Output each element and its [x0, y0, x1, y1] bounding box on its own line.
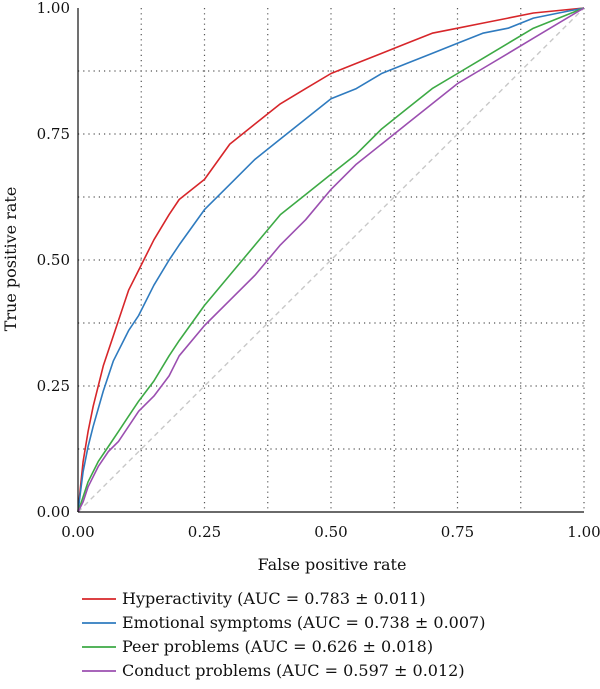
x-tick-label: 0.00: [61, 523, 94, 541]
x-tick-labels: 0.00 0.25 0.50 0.75 1.00: [61, 523, 600, 541]
y-tick-label: 1.00: [37, 0, 70, 17]
y-tick-label: 0.50: [37, 251, 70, 269]
chance-reference-line: [77, 7, 585, 513]
x-tick-label: 0.75: [441, 523, 474, 541]
legend-label: Emotional symptoms (AUC = 0.738 ± 0.007): [122, 613, 485, 632]
roc-curve-1: [77, 7, 585, 513]
axes: [77, 8, 584, 513]
y-tick-labels: 0.00 0.25 0.50 0.75 1.00: [37, 0, 70, 521]
legend-label: Hyperactivity (AUC = 0.783 ± 0.011): [122, 589, 426, 608]
x-axis-title: False positive rate: [258, 555, 407, 574]
y-tick-label: 0.75: [37, 125, 70, 143]
x-tick-label: 0.50: [314, 523, 347, 541]
legend-label: Conduct problems (AUC = 0.597 ± 0.012): [122, 661, 465, 680]
x-tick-label: 1.00: [567, 523, 600, 541]
legend-label: Peer problems (AUC = 0.626 ± 0.018): [122, 637, 433, 656]
grid: [78, 8, 585, 512]
legend: Hyperactivity (AUC = 0.783 ± 0.011) Emoti…: [82, 589, 485, 680]
y-axis-title: True positive rate: [1, 187, 20, 332]
roc-curve-2: [77, 7, 585, 513]
x-tick-label: 0.25: [188, 523, 221, 541]
roc-curves: [77, 7, 585, 513]
roc-curve-4: [77, 7, 585, 513]
y-tick-label: 0.00: [37, 503, 70, 521]
roc-curve-3: [77, 7, 585, 513]
y-tick-label: 0.25: [37, 377, 70, 395]
